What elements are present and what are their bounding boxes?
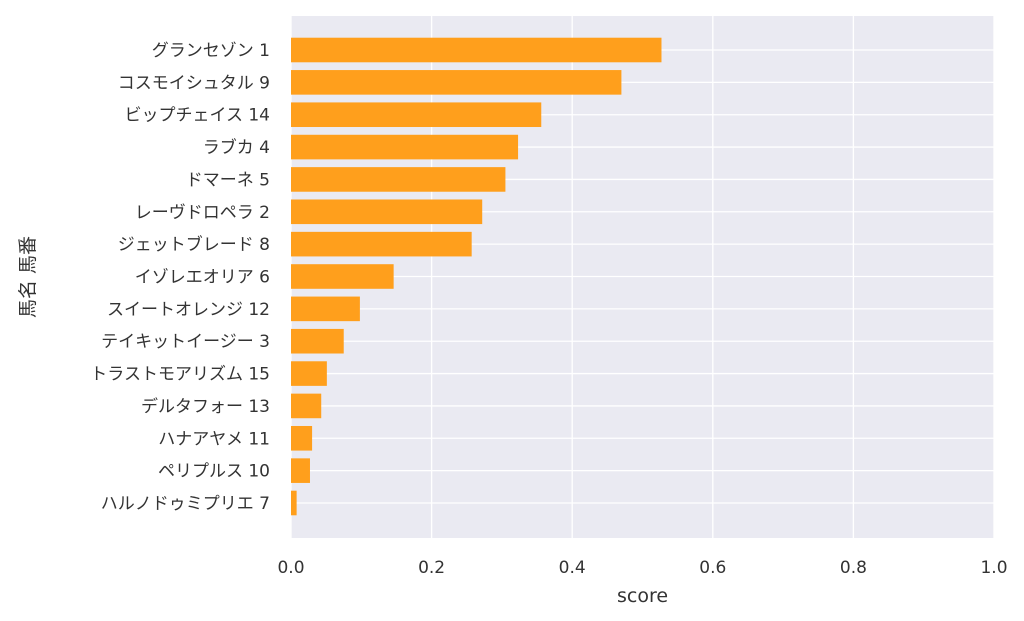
x-axis-label: score	[617, 585, 668, 607]
x-tick-label: 0.6	[699, 558, 726, 578]
category-labels: グランセゾン 1 コスモイシュタル 9 ビップチェイス 14 ラブカ 4 ドマーネ 5 レ…	[90, 41, 270, 514]
category-label: レーヴドロペラ 2	[135, 203, 270, 223]
x-tick-label: 0.0	[277, 558, 304, 578]
bars	[291, 37, 662, 516]
y-axis-label: 馬名 馬番	[17, 236, 39, 318]
bar	[291, 264, 394, 289]
x-tick-labels: 0.0 0.2 0.4 0.6 0.8 1.0	[277, 558, 1007, 578]
bar	[291, 102, 542, 128]
bar	[291, 425, 313, 451]
bar	[291, 361, 327, 386]
bar	[291, 393, 322, 419]
category-label: デルタフォー 13	[141, 396, 270, 417]
bar	[291, 167, 506, 192]
bar	[291, 134, 519, 160]
category-label: グランセゾン 1	[152, 41, 270, 61]
x-tick-label: 1.0	[980, 558, 1007, 578]
bar	[291, 328, 344, 354]
bar	[291, 199, 483, 225]
category-label: ラブカ 4	[203, 137, 270, 158]
category-label: ペリプルス 10	[158, 462, 270, 482]
category-label: コスモイシュタル 9	[118, 73, 270, 93]
bar	[291, 490, 297, 516]
x-tick-label: 0.4	[559, 558, 586, 578]
category-label: テイキットイージー 3	[101, 332, 270, 352]
category-label: スイートオレンジ 12	[107, 300, 270, 320]
category-label: ハナアヤメ 11	[158, 429, 270, 449]
category-label: ドマーネ 5	[186, 170, 270, 190]
bar	[291, 458, 310, 483]
category-label: イゾレエオリア 6	[135, 268, 270, 288]
category-label: ジェットブレード 8	[118, 234, 270, 255]
bar	[291, 231, 472, 257]
x-tick-label: 0.2	[418, 558, 445, 578]
category-label: ビップチェイス 14	[124, 106, 270, 126]
category-label: ハルノドゥミプリエ 7	[101, 494, 270, 514]
bar	[291, 296, 360, 322]
category-label: トラストモアリズム 15	[90, 365, 270, 385]
x-tick-label: 0.8	[840, 558, 867, 578]
bar	[291, 37, 662, 63]
bar	[291, 70, 622, 95]
